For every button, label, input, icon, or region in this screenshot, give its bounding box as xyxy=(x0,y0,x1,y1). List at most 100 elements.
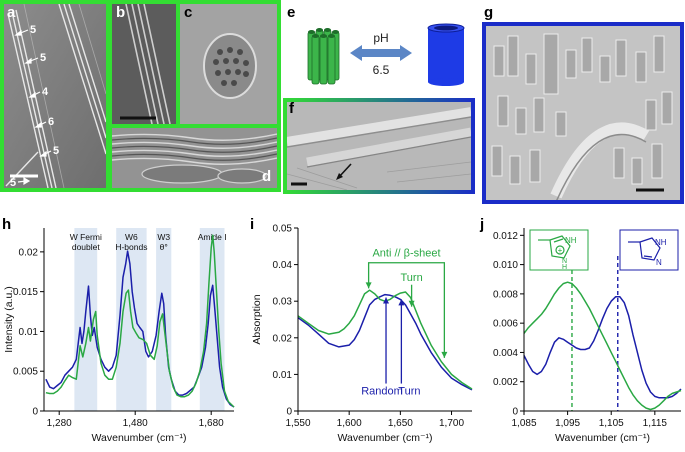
panel-g-label: g xyxy=(484,4,494,21)
panel-c-label: c xyxy=(184,4,193,21)
fibre-count-label-2: 5 xyxy=(40,52,47,64)
chart-j: 1,085 1,095 1,105 1,115 0 0.002 0.004 0.006 0.00… xyxy=(493,228,682,444)
chart-i-blue-turn-arrow xyxy=(398,299,405,306)
panel-a-arrows xyxy=(14,29,52,186)
panel-f-label: f xyxy=(289,102,294,117)
chart-j-imidazolium-n-bottom: N xyxy=(562,258,567,265)
panel-b-fibre-bundle xyxy=(112,4,176,124)
chart-j-imidazole-n: N xyxy=(656,258,662,267)
chart-i-y-tick-label-4: 0.04 xyxy=(273,260,293,271)
panel-a-label: a xyxy=(7,4,16,21)
chart-j-imidazolium-charge-ring xyxy=(555,245,565,255)
fibre-count-label-1: 5 xyxy=(30,24,37,36)
panel-d-layered-fibres xyxy=(112,128,277,188)
panel-h-label: h xyxy=(2,216,12,233)
panel-a-fibres xyxy=(4,4,106,188)
chart-j-x-tick-label-0: 1,085 xyxy=(511,418,536,429)
panel-f-tubes xyxy=(287,102,471,190)
chart-i-y-axis-label: Absorption xyxy=(251,294,263,344)
panel-b-micrograph: b xyxy=(112,4,176,124)
nanotube-icon xyxy=(427,23,465,86)
chart-j-series-line-1 xyxy=(523,281,682,411)
chart-i-y-tick-label-1: 0.01 xyxy=(273,370,293,381)
panel-d-micrograph: d xyxy=(112,128,277,188)
imidazolium-structure-icon xyxy=(538,235,571,259)
chart-j-x-tick-label-1: 1,095 xyxy=(555,418,580,429)
chart-i-y-tick-label-0: 0 xyxy=(286,407,292,418)
chart-h-band-label-0-1: doublet xyxy=(72,242,101,252)
chart-i-x-tick-label-0: 1,550 xyxy=(285,418,310,429)
panel-d-label: d xyxy=(262,168,272,185)
imidazole-structure-icon xyxy=(628,237,661,261)
chart-j-y-tick-label-6: 0.012 xyxy=(493,231,518,242)
panel-bcd-frame: b c xyxy=(108,0,281,192)
double-arrow-icon xyxy=(350,45,412,61)
panel-j-label: j xyxy=(480,216,485,233)
chart-h-band-0 xyxy=(74,228,98,411)
chart-i-random-label: Random xyxy=(361,386,403,398)
fibre-count-label-4: 6 xyxy=(48,116,55,128)
panel-g-frame xyxy=(482,22,684,204)
panel-f-micrograph: f xyxy=(287,102,471,190)
panel-c-cross-section xyxy=(180,4,277,124)
chart-i-green-turn-arrow xyxy=(408,300,415,307)
fibre-count-label-6: 5 xyxy=(10,177,17,189)
chart-j-imidazolium-plus: + xyxy=(558,246,563,255)
chart-h-band-3 xyxy=(199,228,225,411)
rod-bundle-icon xyxy=(307,28,340,85)
chart-h-band-label-2-0: W3 xyxy=(157,232,170,242)
chart-j-series-line-0 xyxy=(523,296,682,399)
chart-h-x-axis-label: Wavenumber (cm⁻¹) xyxy=(92,432,187,444)
chart-j-y-tick-label-4: 0.008 xyxy=(493,289,518,300)
chart-j-imidazole-box xyxy=(619,229,679,271)
chart-h-series-line-0 xyxy=(45,250,235,408)
chart-i-x-axis-label: Wavenumber (cm⁻¹) xyxy=(338,432,433,444)
chart-j-x-tick-label-3: 1,115 xyxy=(643,418,668,429)
panel-i-label: i xyxy=(250,216,255,233)
ph-value: 6.5 xyxy=(373,63,390,77)
ph-label: pH xyxy=(373,31,388,45)
fibre-count-label-3: 4 xyxy=(42,86,49,98)
chart-j-imidazolium-h-bottom: H xyxy=(562,264,567,271)
chart-i-series-line-1 xyxy=(297,289,473,390)
chart-j-imidazole-ring xyxy=(639,237,661,261)
chart-j-y-tick-label-2: 0.004 xyxy=(493,348,518,359)
chart-j-imidazole-nh: NH xyxy=(655,238,667,247)
chart-i-anti-beta-bracket xyxy=(367,262,446,358)
chart-h-y-tick-label-0: 0 xyxy=(32,407,38,418)
panel-f-frame: f xyxy=(283,98,475,194)
chart-j-imidazolium-double-bond xyxy=(553,238,564,243)
chart-i-x-tick-label-1: 1,600 xyxy=(337,418,362,429)
arrow-icon xyxy=(336,163,352,180)
chart-h-band-label-2-1: θ° xyxy=(160,242,168,252)
chart-j-x-tick-label-2: 1,105 xyxy=(599,418,624,429)
chart-i-x-tick-label-2: 1,650 xyxy=(388,418,413,429)
chart-j-y-tick-label-1: 0.002 xyxy=(493,377,518,388)
chart-h-band-label-1-1: H-bonds xyxy=(115,242,147,252)
chart-j-y-tick-label-0: 0 xyxy=(512,407,518,418)
panel-a-micrograph: a 5 5 4 6 5 5 xyxy=(0,0,110,192)
chart-i-blue-turn-label: Turn xyxy=(398,386,420,398)
chart-h-band-label-0-0: W Fermi xyxy=(70,232,102,242)
chart-h-band-label-1-0: W6 xyxy=(125,232,138,242)
chart-i-anti-beta-arrow-left xyxy=(365,282,372,289)
chart-j-imidazolium-ring xyxy=(549,235,571,259)
panel-e-label: e xyxy=(287,4,296,21)
chart-j-imidazole-double-bond xyxy=(643,255,653,258)
fibre-count-label-5: 5 xyxy=(53,145,60,157)
chart-h-y-tick-label-2: 0.01 xyxy=(19,327,39,338)
chart-j-y-tick-label-5: 0.010 xyxy=(493,260,518,271)
chart-j-y-tick-label-3: 0.006 xyxy=(493,319,518,330)
chart-h-y-tick-label-4: 0.02 xyxy=(19,247,39,258)
chart-j-imidazolium-nh-top: NH xyxy=(565,236,577,245)
chart-h-series-line-1 xyxy=(45,234,235,408)
chart-i-green-turn-label: Turn xyxy=(401,272,423,284)
chart-i-y-tick-label-5: 0.05 xyxy=(273,224,293,235)
chart-i-anti-beta-arrow-right xyxy=(441,351,448,358)
chart-i-x-tick-label-3: 1,700 xyxy=(439,418,464,429)
chart-i: 1,550 1,600 1,650 1,700 0 0.01 0.02 0.03 0.04 0.0… xyxy=(251,224,473,444)
panel-g-packed-tubes xyxy=(486,26,680,200)
chart-i-y-tick-label-3: 0.03 xyxy=(273,297,293,308)
chart-i-random-arrow xyxy=(383,297,390,304)
